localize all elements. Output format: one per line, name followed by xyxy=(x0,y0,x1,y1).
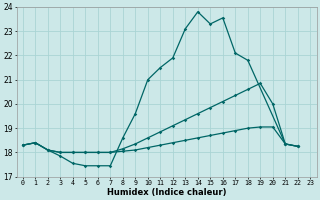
X-axis label: Humidex (Indice chaleur): Humidex (Indice chaleur) xyxy=(107,188,226,197)
